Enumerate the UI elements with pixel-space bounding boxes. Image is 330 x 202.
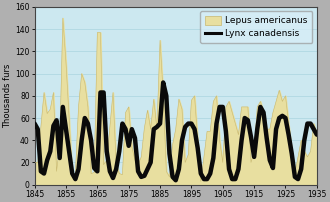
Y-axis label: Thousands furs: Thousands furs [4,64,13,128]
Legend: Lepus americanus, Lynx canadensis: Lepus americanus, Lynx canadensis [200,12,312,43]
